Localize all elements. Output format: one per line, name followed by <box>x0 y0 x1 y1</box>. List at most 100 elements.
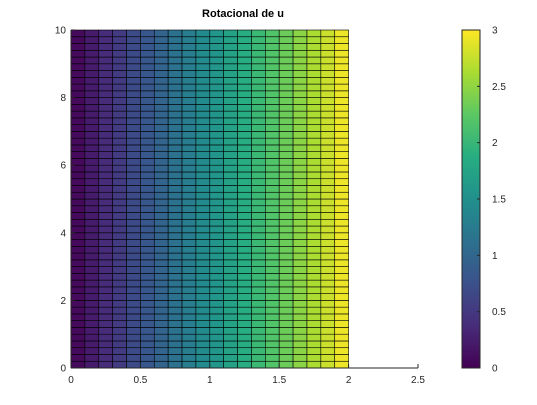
heatmap-cell <box>153 354 169 362</box>
heatmap-cell <box>223 239 238 247</box>
heatmap-cell <box>306 327 322 335</box>
heatmap-cell <box>334 36 349 44</box>
heatmap-cell <box>181 252 197 261</box>
heatmap-cell <box>278 178 294 186</box>
heatmap-cell <box>98 110 113 119</box>
heatmap-cell <box>278 144 294 152</box>
heatmap-cell <box>84 218 100 227</box>
heatmap-cell <box>195 306 211 315</box>
heatmap-cell <box>292 232 308 240</box>
heatmap-cell <box>153 205 169 213</box>
heatmap-cell <box>167 212 183 220</box>
heatmap-cell <box>181 293 197 301</box>
heatmap-cell <box>265 306 280 315</box>
heatmap-cell <box>126 327 141 335</box>
heatmap-cell <box>251 131 266 139</box>
heatmap-cell <box>140 43 155 51</box>
heatmap-cell <box>278 124 294 132</box>
heatmap-cell <box>140 266 155 274</box>
heatmap-cell <box>126 306 141 315</box>
heatmap-cell <box>209 158 224 166</box>
heatmap-cell <box>265 171 280 180</box>
heatmap-cell <box>70 90 86 98</box>
heatmap-cell <box>223 90 238 98</box>
heatmap-cell <box>320 144 336 152</box>
heatmap-cell <box>84 354 100 362</box>
heatmap-cell <box>209 259 224 267</box>
heatmap-cell <box>334 279 349 288</box>
heatmap-cell <box>223 117 238 125</box>
heatmap-cell <box>112 164 127 173</box>
heatmap-cell <box>278 70 294 78</box>
heatmap-cell <box>126 97 141 105</box>
heatmap-cell <box>70 63 86 71</box>
heatmap-cell <box>334 83 349 92</box>
heatmap-cell <box>320 124 336 132</box>
heatmap-cell <box>251 313 266 321</box>
heatmap-cell <box>140 259 155 267</box>
heatmap-cell <box>334 178 349 186</box>
heatmap-cell <box>320 239 336 247</box>
heatmap-cell <box>195 36 211 44</box>
heatmap-cell <box>84 97 100 105</box>
heatmap-cell <box>98 279 113 288</box>
heatmap-cell <box>84 225 100 234</box>
heatmap-cell <box>209 178 224 186</box>
heatmap-cell <box>153 110 169 119</box>
heatmap-cell <box>167 131 183 139</box>
heatmap-cell <box>209 306 224 315</box>
heatmap-cell <box>140 340 155 349</box>
heatmap-cell <box>181 185 197 193</box>
heatmap-cell <box>278 320 294 328</box>
heatmap-cell <box>237 198 252 207</box>
heatmap-cell <box>223 97 238 105</box>
heatmap-cell <box>153 259 169 267</box>
heatmap-cell <box>320 158 336 166</box>
heatmap-cell <box>278 313 294 321</box>
heatmap-cell <box>195 144 211 152</box>
heatmap-cell <box>209 144 224 152</box>
heatmap-cell <box>112 320 127 328</box>
heatmap-cell <box>181 205 197 213</box>
heatmap-cell <box>306 225 322 234</box>
heatmap-cell <box>70 185 86 193</box>
heatmap-cell <box>320 63 336 71</box>
heatmap-cell <box>306 83 322 92</box>
heatmap-cell <box>98 63 113 71</box>
heatmap-cell <box>334 137 349 146</box>
heatmap-cell <box>153 171 169 180</box>
heatmap-cell <box>181 225 197 234</box>
heatmap-cell <box>153 347 169 355</box>
heatmap-cell <box>112 246 127 254</box>
heatmap-cell <box>334 327 349 335</box>
heatmap-cell <box>140 110 155 119</box>
heatmap-cell <box>153 49 169 58</box>
heatmap-cell <box>70 354 86 362</box>
heatmap-cell <box>278 286 294 294</box>
heatmap-cell <box>223 77 238 85</box>
heatmap-cell <box>334 43 349 51</box>
heatmap-cell <box>251 164 266 173</box>
heatmap-cell <box>237 252 252 261</box>
heatmap-cell <box>126 232 141 240</box>
heatmap-cell <box>334 191 349 200</box>
heatmap-cell <box>112 90 127 98</box>
heatmap-cell <box>278 259 294 267</box>
heatmap-cell <box>84 43 100 51</box>
heatmap-cell <box>209 171 224 180</box>
heatmap-cell <box>140 137 155 146</box>
heatmap-cell <box>195 246 211 254</box>
heatmap-cell <box>70 131 86 139</box>
heatmap-cell <box>140 56 155 65</box>
heatmap-cell <box>181 232 197 240</box>
heatmap-cell <box>320 83 336 92</box>
heatmap-cell <box>251 293 266 301</box>
heatmap-cell <box>265 218 280 227</box>
heatmap-cell <box>70 347 86 355</box>
heatmap-cell <box>334 340 349 349</box>
heatmap-cell <box>126 49 141 58</box>
heatmap-cell <box>223 185 238 193</box>
heatmap-cell <box>237 246 252 254</box>
heatmap-cell <box>70 110 86 119</box>
heatmap-cell <box>251 90 266 98</box>
